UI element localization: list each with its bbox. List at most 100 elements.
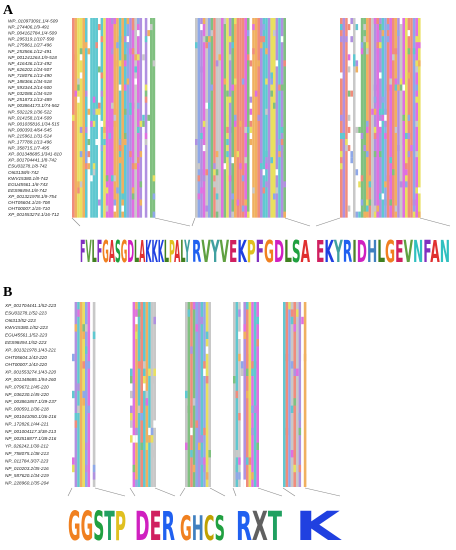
alignment-cell (236, 151, 240, 158)
alignment-cell (293, 368, 296, 376)
alignment-cell (350, 90, 353, 97)
alignment-cell (208, 450, 211, 458)
alignment-cell (238, 413, 241, 421)
alignment-cell (251, 472, 254, 480)
alignment-cell (290, 309, 294, 317)
alignment-cell (415, 96, 418, 103)
alignment-cell (381, 30, 385, 37)
alignment-cell (137, 331, 141, 339)
alignment-column (121, 18, 124, 218)
alignment-cell (126, 36, 130, 43)
alignment-cell (92, 163, 96, 170)
alignment-cell (240, 361, 244, 369)
alignment-column (399, 18, 403, 218)
alignment-cell (407, 72, 411, 79)
alignment-cell (373, 84, 377, 91)
alignment-cell (373, 96, 377, 103)
sequence-name: NP_001004117.3/38-213 (5, 429, 56, 434)
alignment-cell (113, 205, 117, 212)
alignment-column (283, 302, 286, 487)
alignment-cell (280, 36, 284, 43)
alignment-block (195, 18, 286, 218)
alignment-column (358, 18, 361, 218)
alignment-cell (350, 18, 353, 25)
alignment-cell (192, 464, 196, 473)
alignment-cell (105, 187, 109, 194)
sequence-name: NP_275861.1/27-496 (8, 43, 52, 48)
alignment-cell (226, 126, 229, 133)
alignment-cell (384, 181, 387, 188)
alignment-cell (251, 368, 254, 376)
alignment-cell (92, 108, 96, 115)
alignment-column (103, 18, 106, 218)
alignment-column (249, 18, 253, 218)
sequence-name: OHT00007.1/43-220 (5, 362, 47, 367)
sequence-name: NP_228960.1/35-204 (5, 481, 49, 486)
sequence-name: OI63138/5-742 (8, 170, 39, 175)
alignment-cell (260, 42, 263, 49)
sequence-name: NP_014158.1/14-509 (8, 115, 52, 120)
alignment-column (92, 302, 96, 487)
alignment-cell (105, 205, 109, 212)
alignment-cell (283, 181, 286, 188)
alignment-cell (394, 78, 398, 85)
alignment-block (185, 302, 211, 487)
alignment-cell (153, 420, 156, 428)
alignment-cell (208, 102, 211, 109)
alignment-cell (418, 60, 421, 67)
alignment-cell (251, 405, 254, 413)
alignment-cell (290, 316, 294, 325)
alignment-cell (347, 114, 351, 121)
alignment-cell (140, 442, 143, 450)
alignment-cell (131, 193, 135, 200)
alignment-cell (137, 102, 140, 109)
alignment-column (412, 18, 416, 218)
alignment-cell (379, 42, 382, 49)
alignment-cell (340, 24, 343, 31)
alignment-cell (143, 361, 146, 369)
alignment-cell (190, 427, 193, 436)
alignment-cell (208, 139, 211, 146)
alignment-cell (379, 151, 382, 158)
alignment-column (208, 18, 211, 218)
alignment-cell (384, 114, 387, 121)
alignment-cell (215, 60, 219, 67)
alignment-cell (116, 187, 119, 194)
alignment-cell (247, 126, 250, 133)
alignment-cell (200, 66, 203, 73)
alignment-cell (197, 175, 201, 182)
alignment-cell (85, 464, 88, 473)
alignment-cell (129, 151, 132, 158)
alignment-cell (139, 199, 143, 206)
alignment-cell (131, 102, 135, 109)
alignment-cell (234, 120, 237, 127)
alignment-cell (126, 108, 130, 115)
alignment-cell (379, 193, 382, 200)
alignment-cell (376, 18, 379, 25)
alignment-cell (185, 390, 188, 399)
sequence-name: ESU03278.1/52-223 (5, 310, 47, 315)
alignment-cell (95, 139, 98, 146)
alignment-column (260, 18, 263, 218)
sequence-logo: RVYVEKPFGDLSA (192, 235, 310, 270)
alignment-cell (131, 48, 135, 55)
alignment-cell (355, 139, 359, 146)
sequence-name: OHT05604.1/43-220 (5, 355, 47, 360)
sequence-name: XP_001348685.1/341-810 (7, 152, 62, 157)
alignment-cell (137, 126, 140, 133)
alignment-cell (256, 316, 259, 325)
alignment-cell (347, 54, 351, 61)
alignment-cell (98, 108, 101, 115)
alignment-cell (129, 108, 132, 115)
alignment-cell (246, 368, 249, 376)
alignment-cell (137, 157, 140, 164)
alignment-cell (195, 139, 198, 146)
alignment-cell (72, 114, 75, 121)
alignment-cell (275, 169, 279, 176)
alignment-column (236, 18, 240, 218)
alignment-cell (415, 120, 418, 127)
alignment-column (203, 302, 206, 487)
alignment-cell (358, 211, 361, 218)
alignment-cell (298, 464, 302, 473)
alignment-cell (244, 157, 247, 164)
